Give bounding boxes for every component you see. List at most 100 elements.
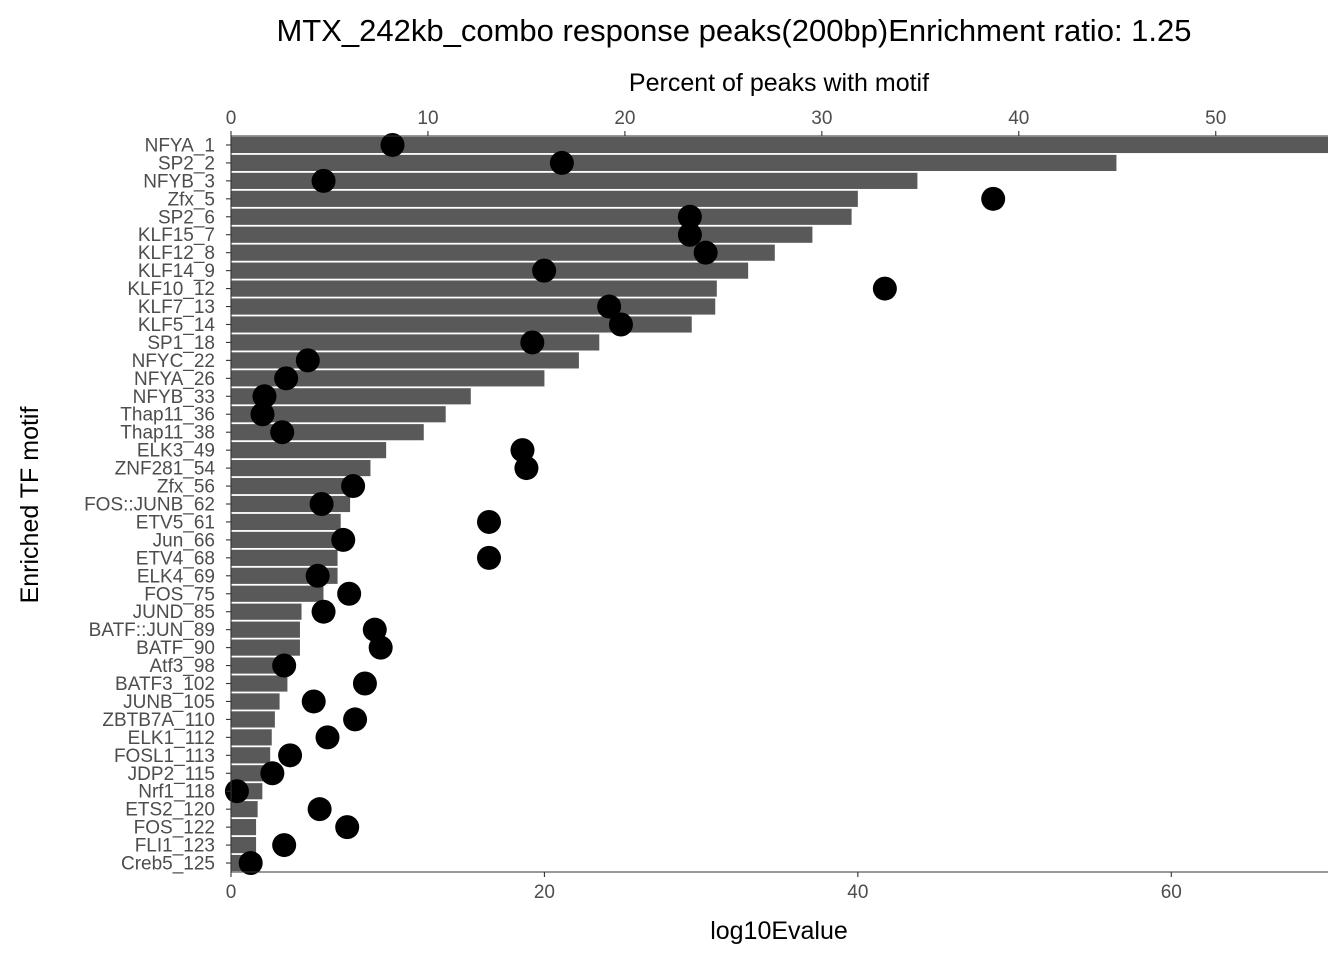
bar (231, 370, 545, 387)
category-label: FOS_122 (134, 818, 215, 839)
data-point (311, 168, 336, 193)
bar (231, 531, 340, 548)
category-label: ELK1_112 (128, 728, 215, 749)
bar (231, 747, 271, 764)
category-label: NFYC_22 (132, 351, 215, 372)
category-label: ETV5_61 (136, 512, 215, 533)
category-label: KLF12_8 (138, 243, 215, 264)
bar (231, 352, 579, 369)
data-point (677, 204, 702, 229)
data-point (315, 725, 340, 750)
data-point (514, 456, 539, 481)
data-point (307, 797, 332, 822)
category-label: NFYB_33 (133, 387, 215, 408)
category-label: ZBTB7A_110 (102, 710, 215, 731)
bottom-axis-title: log10Evalue (710, 917, 848, 945)
data-point (520, 330, 545, 355)
bar (231, 190, 858, 207)
data-point (274, 366, 299, 391)
data-point (597, 294, 622, 319)
x2-tick-label: 20 (614, 108, 635, 129)
bar (231, 406, 446, 423)
category-label: Creb5_125 (121, 854, 215, 875)
bar (231, 280, 717, 297)
points-layer (224, 132, 1006, 876)
data-point (872, 276, 897, 301)
x2-tick-label: 0 (226, 108, 237, 129)
category-label: SP2_2 (158, 153, 215, 174)
data-point (301, 689, 326, 714)
bar (231, 585, 324, 602)
data-point (309, 492, 334, 516)
category-label: Thap11_38 (120, 423, 215, 444)
data-point (252, 384, 277, 409)
bar (231, 603, 302, 620)
bar (231, 262, 749, 279)
data-point (608, 312, 633, 337)
data-point (272, 653, 297, 678)
category-label: ELK4_69 (137, 566, 215, 587)
category-label: Jun_66 (153, 530, 215, 551)
bar (231, 513, 341, 531)
category-label: JDP2_115 (128, 764, 215, 785)
category-label: KLF7_13 (138, 297, 215, 318)
bar (231, 244, 775, 261)
bar (231, 208, 852, 225)
category-label: BATF_90 (136, 638, 215, 659)
category-label: NFYB_3 (143, 171, 215, 192)
top-axis-title: Percent of peaks with motif (629, 69, 929, 97)
x-tick-label: 60 (1161, 882, 1182, 903)
bar (231, 729, 272, 746)
data-point (380, 132, 405, 157)
data-point (295, 348, 320, 373)
category-label: KLF14_9 (138, 261, 215, 282)
data-point (693, 240, 718, 265)
category-label: SP2_6 (158, 207, 215, 228)
x-tick-label: 40 (847, 882, 868, 903)
bar (231, 316, 692, 333)
category-label: ZNF281_54 (115, 459, 216, 480)
category-label: Zfx_5 (167, 189, 215, 210)
bar (231, 136, 1328, 154)
bars-layer (231, 136, 1328, 872)
bar (231, 460, 371, 477)
data-point (341, 474, 366, 499)
x2-tick-label: 50 (1205, 108, 1226, 129)
category-label: ETS2_120 (125, 800, 215, 821)
data-point (270, 420, 295, 445)
data-point (305, 563, 330, 588)
category-label: ELK3_49 (137, 441, 215, 462)
category-label: Atf3_98 (150, 656, 216, 677)
bar (231, 765, 269, 782)
category-label: Thap11_36 (120, 405, 215, 426)
category-label: FOS::JUNB_62 (84, 495, 215, 516)
data-point (549, 150, 574, 175)
data-point (510, 438, 535, 463)
category-label: JUND_85 (133, 602, 215, 623)
category-label: KLF10_12 (127, 279, 215, 300)
data-point (250, 402, 275, 427)
bar (231, 711, 275, 728)
bar (231, 226, 813, 243)
y-axis-title: Enriched TF motif (16, 407, 44, 604)
bar (231, 549, 338, 566)
bar (231, 477, 351, 495)
data-point (981, 186, 1006, 211)
data-point (311, 599, 336, 624)
category-label: NFYA_26 (134, 369, 215, 390)
category-label: ETV4_68 (136, 548, 215, 569)
bar (231, 334, 600, 351)
x2-tick-label: 10 (417, 108, 438, 129)
data-point (532, 258, 557, 283)
axes-layer: NFYA_1SP2_2NFYB_3Zfx_5SP2_6KLF15_7KLF12_… (84, 108, 1328, 903)
data-point (343, 707, 368, 732)
bar (231, 172, 918, 189)
data-point (477, 509, 502, 534)
bar (231, 836, 257, 854)
bar (231, 298, 716, 315)
category-label: JUNB_105 (123, 692, 215, 713)
category-label: Nrf1_118 (138, 782, 215, 803)
x2-tick-label: 30 (811, 108, 832, 129)
